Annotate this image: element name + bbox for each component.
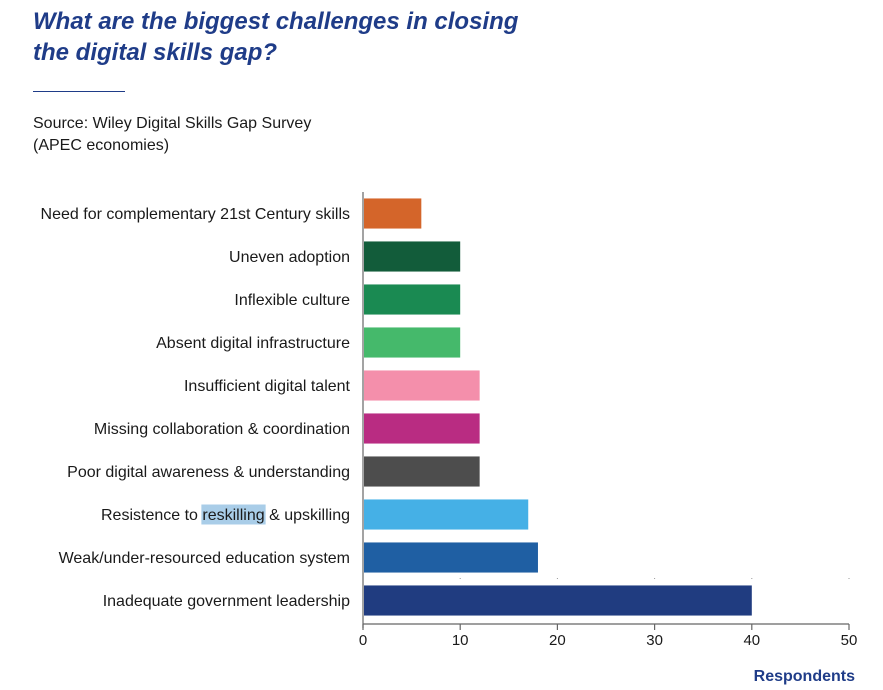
bar-3 xyxy=(364,284,461,315)
category-label-6: Missing collaboration & coordination xyxy=(94,421,350,438)
bar-2 xyxy=(364,241,461,272)
x-axis-title: Respondents xyxy=(754,668,855,685)
source-note: Source: Wiley Digital Skills Gap Survey … xyxy=(33,115,312,154)
bar-9 xyxy=(364,542,538,573)
category-label-5: Insufficient digital talent xyxy=(184,378,351,395)
bar-1 xyxy=(364,198,422,229)
bar-7 xyxy=(364,456,480,487)
category-label-3: Inflexible culture xyxy=(234,292,350,309)
x-tick-label-0: 0 xyxy=(359,632,367,649)
title-divider xyxy=(33,91,125,92)
x-tick-label-40: 40 xyxy=(743,632,760,649)
x-tick-label-10: 10 xyxy=(452,632,469,649)
x-tick-label-20: 20 xyxy=(549,632,566,649)
category-label-10: Inadequate government leadership xyxy=(103,593,350,610)
x-tick-label-50: 50 xyxy=(841,632,858,649)
x-tick-label-30: 30 xyxy=(646,632,663,649)
bar-5 xyxy=(364,370,480,401)
bar-6 xyxy=(364,413,480,444)
category-label-9: Weak/under-resourced education system xyxy=(59,550,350,567)
category-label-1: Need for complementary 21st Century skil… xyxy=(41,206,350,223)
category-label-8: Resistence to reskilling & upskilling xyxy=(101,507,350,524)
bar-8 xyxy=(364,499,529,530)
category-label-2: Uneven adoption xyxy=(229,249,350,266)
bar-10 xyxy=(364,585,752,616)
highlighted-word: reskilling xyxy=(202,507,264,524)
bar-4 xyxy=(364,327,461,358)
text-selection-highlight xyxy=(201,504,266,525)
category-label-4: Absent digital infrastructure xyxy=(156,335,350,352)
category-label-7: Poor digital awareness & understanding xyxy=(67,464,350,481)
chart-title: What are the biggest challenges in closi… xyxy=(33,8,519,66)
